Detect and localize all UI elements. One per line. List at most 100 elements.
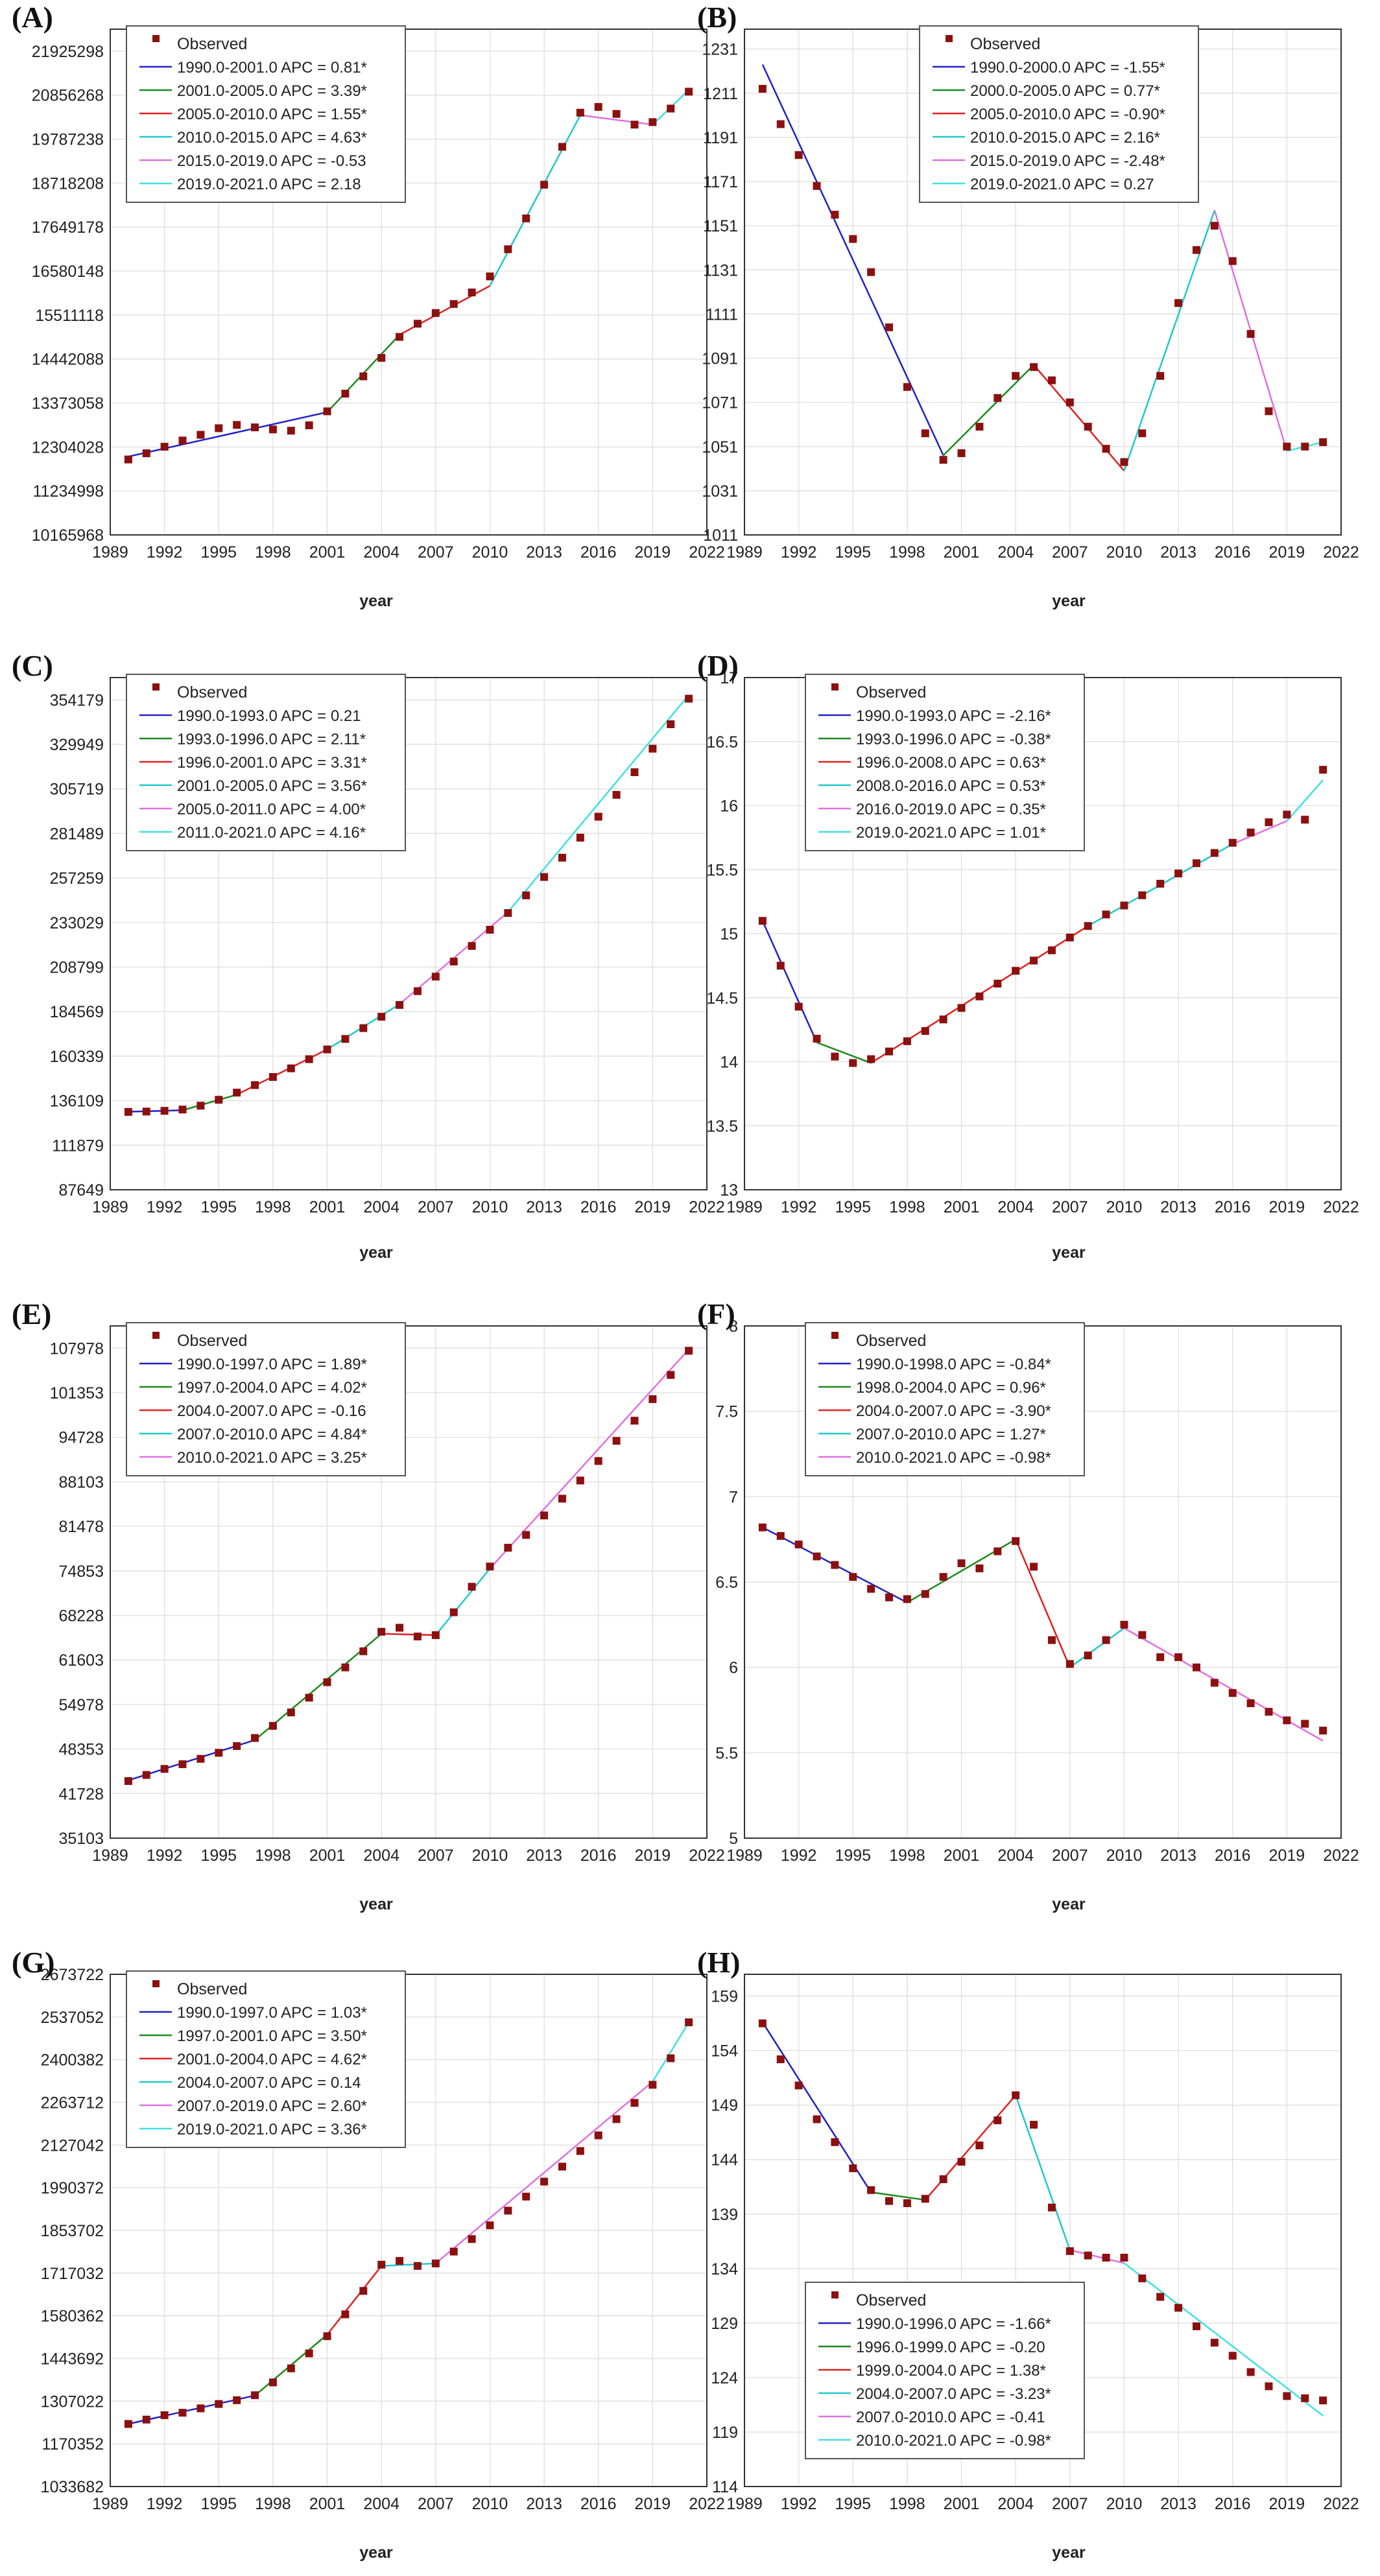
observed-point <box>594 102 602 111</box>
y-tick-label: 17649178 <box>32 219 104 237</box>
observed-point <box>504 2206 512 2215</box>
x-tick-label: 1992 <box>147 543 183 561</box>
observed-point <box>215 424 223 432</box>
observed-point <box>1301 2394 1309 2402</box>
x-tick-label: 2004 <box>363 2495 399 2513</box>
x-tick-label: 2010 <box>1106 1847 1143 1865</box>
observed-point <box>1030 363 1038 372</box>
x-tick-label: 2001 <box>944 543 980 561</box>
x-tick-label: 2001 <box>309 1198 346 1216</box>
y-tick-label: 233029 <box>50 914 104 932</box>
y-tick-label: 159 <box>711 1988 738 2006</box>
observed-point <box>359 372 368 381</box>
plot-frame <box>110 677 708 1190</box>
observed-point <box>993 980 1002 988</box>
observed-point <box>468 1583 476 1591</box>
observed-point <box>993 1547 1002 1555</box>
observed-point <box>359 2287 368 2295</box>
legend: Observed 1990.0-1997.0 APC = 1.89* 1997.0-… <box>126 1322 406 1476</box>
observed-point <box>685 2018 693 2027</box>
observed-point <box>1102 445 1110 453</box>
observed-point <box>993 2116 1002 2125</box>
observed-point <box>921 1590 929 1598</box>
x-tick-label: 1995 <box>835 1847 871 1865</box>
observed-point <box>1047 376 1056 384</box>
observed-point <box>449 958 458 966</box>
observed-point <box>540 1511 549 1520</box>
x-tick-label: 2004 <box>363 1198 399 1216</box>
x-tick-label: 2004 <box>997 543 1034 561</box>
legend-label: 2019.0-2021.0 APC = 3.36* <box>177 2121 367 2138</box>
legend-label: 1990.0-1993.0 APC = -2.16* <box>856 707 1051 725</box>
observed-point <box>630 768 639 776</box>
observed-point <box>124 1107 132 1116</box>
legend-label: Observed <box>856 1332 926 1350</box>
x-tick-label: 2013 <box>526 543 562 561</box>
observed-point <box>831 1561 839 1569</box>
legend-label: 1990.0-2000.0 APC = -1.55* <box>970 59 1165 77</box>
legend-label: 1997.0-2004.0 APC = 4.02* <box>177 1379 367 1397</box>
observed-point <box>1265 2382 1273 2391</box>
observed-point <box>558 853 566 862</box>
legend-box <box>126 674 406 851</box>
observed-point <box>1138 2274 1147 2282</box>
x-tick-label: 2022 <box>689 2495 725 2513</box>
observed-point <box>813 1034 821 1043</box>
y-tick-label: 2400382 <box>41 2051 104 2070</box>
y-tick-label: 5 <box>729 1830 738 1848</box>
observed-point <box>975 1564 984 1572</box>
observed-point <box>831 211 839 219</box>
legend-box <box>805 2282 1085 2459</box>
legend-box <box>126 1970 406 2148</box>
y-tick-label: 14442088 <box>32 351 104 369</box>
legend: Observed 1990.0-1997.0 APC = 1.03* 1997.0-… <box>126 1970 406 2148</box>
observed-point <box>396 333 404 341</box>
y-tick-label: 87649 <box>58 1181 104 1199</box>
observed-point <box>486 925 494 934</box>
observed-point <box>667 104 675 113</box>
observed-point <box>522 891 530 899</box>
observed-point <box>867 268 875 276</box>
observed-point <box>1265 1708 1273 1716</box>
segment-line <box>182 1094 237 1111</box>
x-tick-label: 2019 <box>635 2495 671 2513</box>
y-tick-label: 136109 <box>50 1093 104 1111</box>
segment-line <box>761 2022 872 2193</box>
x-tick-label: 2019 <box>1269 1198 1305 1216</box>
segment-line <box>507 694 690 913</box>
observed-point <box>1192 2322 1200 2330</box>
y-tick-label: 160339 <box>50 1048 104 1066</box>
x-tick-label: 2007 <box>1052 543 1088 561</box>
observed-point <box>813 182 821 190</box>
observed-point <box>160 442 169 451</box>
segment-line <box>652 2022 690 2083</box>
observed-point <box>1228 257 1237 265</box>
y-tick-label: 1091 <box>702 350 738 368</box>
observed-point <box>431 309 440 317</box>
observed-point <box>576 108 584 117</box>
x-tick-label: 1989 <box>92 1847 128 1865</box>
legend-label: 2010.0-2015.0 APC = 2.16* <box>970 129 1160 147</box>
legend: Observed 1990.0-2000.0 APC = -1.55* 2000.0… <box>919 25 1199 203</box>
observed-point <box>142 1771 150 1779</box>
observed-point <box>831 1052 839 1061</box>
chart-panel-b: 1011 1031 1051 1071 1091 1111 1131 1151 1171 1191… <box>697 1 1359 610</box>
y-tick-label: 6.5 <box>715 1574 738 1592</box>
observed-point <box>178 436 187 445</box>
x-tick-label: 2016 <box>580 543 617 561</box>
observed-point <box>1138 891 1147 899</box>
observed-point <box>903 2199 911 2207</box>
observed-point <box>377 2260 386 2269</box>
legend: Observed 1990.0-1998.0 APC = -0.84* 1998.0… <box>805 1322 1085 1476</box>
observed-point <box>813 2115 821 2123</box>
observed-point <box>359 1024 368 1032</box>
y-tick-label: 18718208 <box>32 174 104 193</box>
observed-point <box>1192 1663 1200 1672</box>
legend-label: 2004.0-2007.0 APC = -0.16 <box>177 1402 366 1420</box>
y-tick-label: 1231 <box>702 41 738 59</box>
legend-label: 1990.0-1996.0 APC = -1.66* <box>856 2315 1051 2333</box>
observed-point <box>1301 1719 1309 1728</box>
x-tick-label: 2016 <box>580 1847 617 1865</box>
x-tick-label: 2007 <box>418 2495 454 2513</box>
